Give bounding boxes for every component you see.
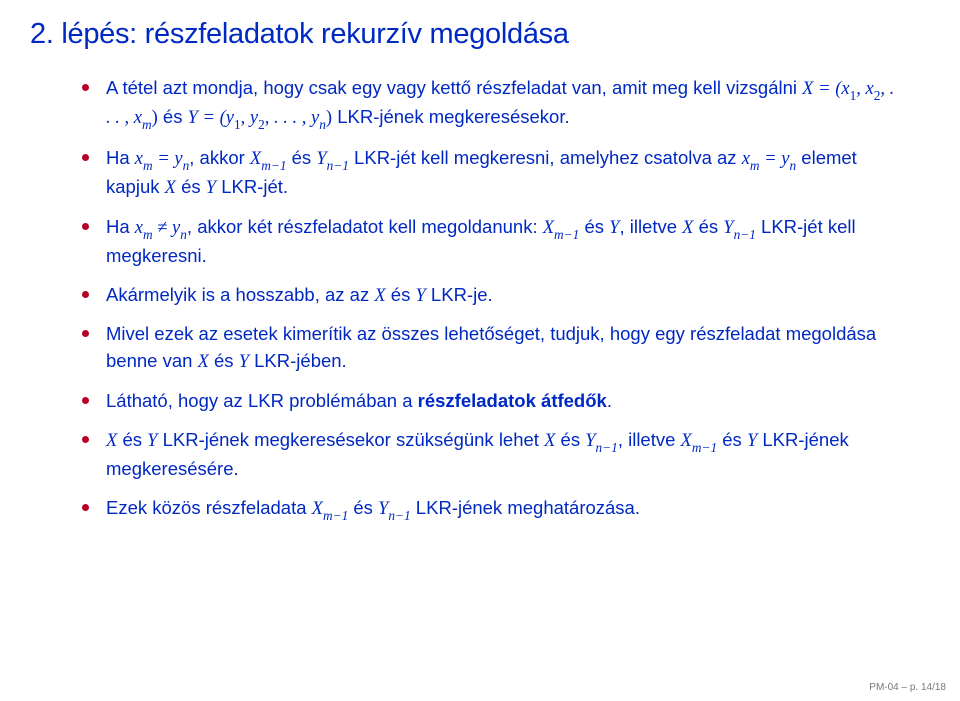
text: LKR-jét.	[216, 176, 288, 197]
math: X	[544, 431, 555, 451]
bullet-item-1: A tétel azt mondja, hogy csak egy vagy k…	[82, 75, 898, 133]
text: és	[386, 284, 416, 305]
text: , illetve	[618, 429, 681, 450]
text: LKR-je.	[426, 284, 493, 305]
bullet-item-5: Mivel ezek az esetek kimerítik az összes…	[82, 321, 898, 376]
text: , akkor két részfeladatot kell megoldanu…	[187, 216, 543, 237]
math: X	[374, 286, 385, 306]
math: Xm−1	[543, 218, 580, 238]
text: .	[607, 390, 612, 411]
text: és	[209, 350, 239, 371]
math: xm = yn	[135, 149, 189, 169]
text: és	[555, 429, 585, 450]
math: xm ≠ yn	[135, 218, 187, 238]
math: Y	[416, 286, 426, 306]
math: Yn−1	[585, 431, 618, 451]
bullet-item-3: Ha xm ≠ yn, akkor két részfeladatot kell…	[82, 214, 898, 270]
text: és	[717, 429, 747, 450]
text: , akkor	[189, 147, 250, 168]
math: Xm−1	[312, 499, 349, 519]
math: Yn−1	[723, 218, 756, 238]
math: X	[682, 218, 693, 238]
math: Yn−1	[378, 499, 411, 519]
text: LKR-jének megkeresésekor.	[332, 106, 570, 127]
math: Y	[609, 218, 619, 238]
math: Y	[239, 352, 249, 372]
math: Y = (y1, y2, . . . , yn)	[188, 108, 332, 128]
text: , illetve	[619, 216, 682, 237]
math: Y	[747, 431, 757, 451]
math: Yn−1	[316, 149, 349, 169]
text: és	[117, 429, 147, 450]
text: LKR-jének megkeresésekor szükségünk lehe…	[157, 429, 544, 450]
math: xm = yn	[742, 149, 796, 169]
bullet-item-8: Ezek közös részfeladata Xm−1 és Yn−1 LKR…	[82, 495, 898, 524]
text: és	[693, 216, 723, 237]
slide-content: A tétel azt mondja, hogy csak egy vagy k…	[82, 75, 898, 524]
math: X	[106, 431, 117, 451]
slide-title: 2. lépés: részfeladatok rekurzív megoldá…	[30, 18, 930, 51]
bullet-item-4: Akármelyik is a hosszabb, az az X és Y L…	[82, 282, 898, 310]
text: LKR-jében.	[249, 350, 347, 371]
text: és	[348, 497, 378, 518]
text: és	[287, 147, 317, 168]
math: Y	[206, 178, 216, 198]
text: Akármelyik is a hosszabb, az az	[106, 284, 374, 305]
text: Látható, hogy az LKR problémában a	[106, 390, 418, 411]
bullet-item-7: X és Y LKR-jének megkeresésekor szükségü…	[82, 427, 898, 483]
bold-text: részfeladatok átfedők	[418, 390, 607, 411]
text: és	[579, 216, 609, 237]
text: Ha	[106, 147, 135, 168]
slide-container: 2. lépés: részfeladatok rekurzív megoldá…	[0, 0, 960, 566]
math: Xm−1	[250, 149, 287, 169]
bullet-item-2: Ha xm = yn, akkor Xm−1 és Yn−1 LKR-jét k…	[82, 145, 898, 202]
math: Xm−1	[681, 431, 718, 451]
math: X	[165, 178, 176, 198]
text: A tétel azt mondja, hogy csak egy vagy k…	[106, 77, 802, 98]
text: és	[158, 106, 188, 127]
page-footer: PM-04 – p. 14/18	[869, 682, 946, 693]
text: LKR-jének meghatározása.	[411, 497, 640, 518]
text: LKR-jét kell megkeresni, amelyhez csatol…	[349, 147, 742, 168]
text: és	[176, 176, 206, 197]
text: Ezek közös részfeladata	[106, 497, 312, 518]
text: Ha	[106, 216, 135, 237]
bullet-item-6: Látható, hogy az LKR problémában a részf…	[82, 388, 898, 415]
math: Y	[147, 431, 157, 451]
math: X	[198, 352, 209, 372]
bullet-list: A tétel azt mondja, hogy csak egy vagy k…	[82, 75, 898, 524]
